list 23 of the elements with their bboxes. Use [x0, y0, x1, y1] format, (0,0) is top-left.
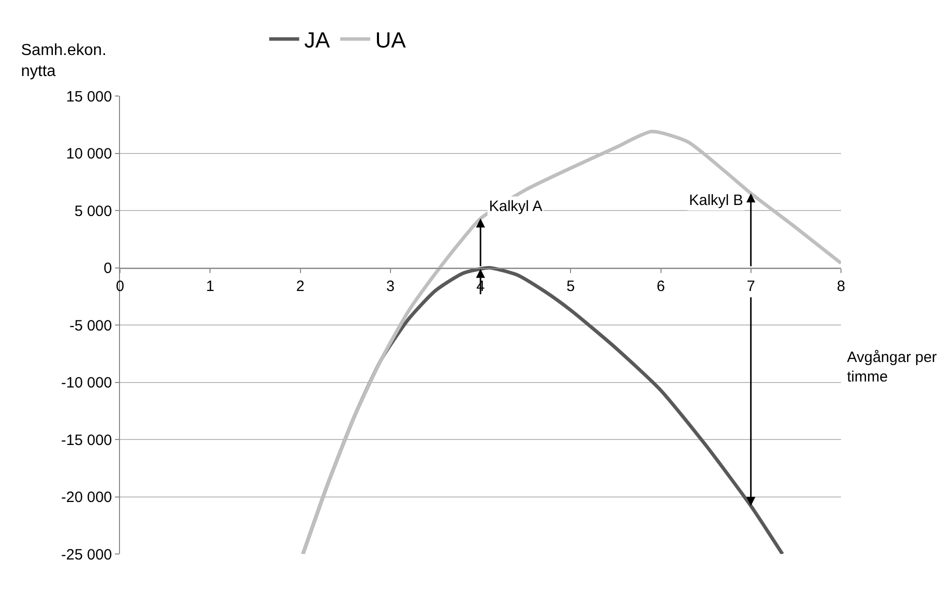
- x-tick-label: 0: [116, 278, 124, 295]
- x-tick-label: 3: [386, 278, 395, 295]
- y-tick-label: 5 000: [74, 202, 112, 220]
- y-tick-label: 0: [104, 260, 112, 277]
- y-tick-label: -25 000: [61, 546, 112, 564]
- x-axis-title: Avgångar per timme: [847, 349, 937, 386]
- y-axis-title: Samh.ekon. nytta: [21, 42, 106, 80]
- legend-label: JA: [304, 28, 330, 53]
- annotation: Kalkyl A: [489, 198, 542, 215]
- legend-label: UA: [375, 28, 406, 53]
- y-tick-label: 10 000: [66, 146, 112, 162]
- y-tick-label: 15 000: [66, 88, 112, 106]
- annotation: Kalkyl B: [689, 192, 744, 209]
- x-tick-label: 1: [206, 278, 214, 295]
- y-tick-label: -5 000: [69, 317, 112, 334]
- x-tick-label: 2: [296, 278, 304, 295]
- x-tick-label: 6: [656, 278, 665, 295]
- y-tick-label: -15 000: [61, 432, 112, 449]
- x-tick-label: 7: [746, 278, 756, 295]
- x-tick-label: 8: [836, 278, 846, 295]
- x-tick-label: 5: [566, 278, 575, 295]
- y-tick-label: -10 000: [61, 374, 112, 392]
- y-tick-label: -20 000: [61, 489, 112, 506]
